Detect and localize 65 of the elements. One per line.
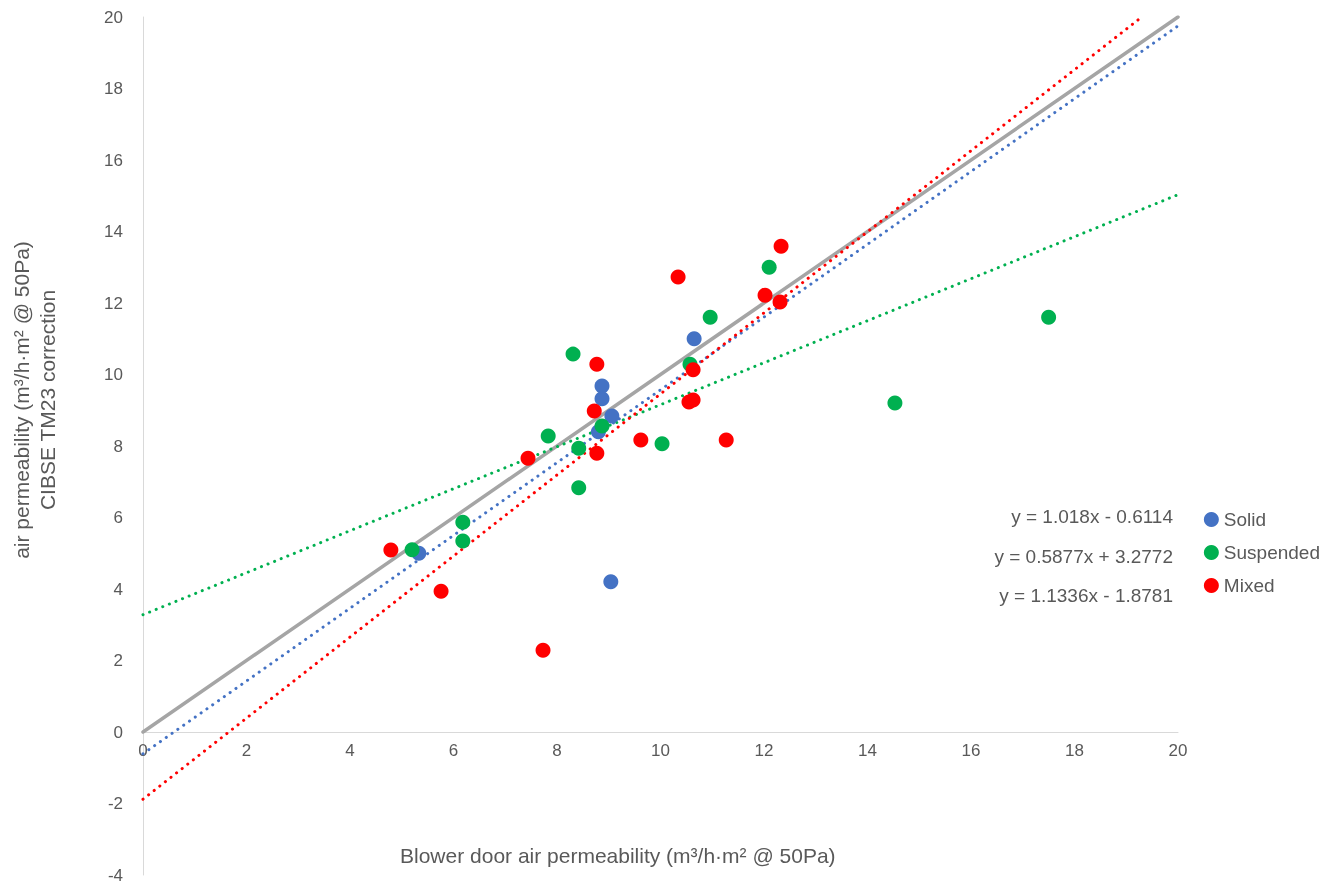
point xyxy=(383,542,399,558)
point xyxy=(670,269,686,285)
x-axis-title: Blower door air permeability (m³/h·m² @ 50Pa) xyxy=(400,844,836,867)
point xyxy=(604,408,620,424)
point xyxy=(685,362,701,378)
point xyxy=(565,346,581,362)
point xyxy=(685,392,701,408)
point xyxy=(718,432,734,448)
point xyxy=(594,418,610,434)
y-tick-label: 0 xyxy=(113,722,123,742)
point xyxy=(761,259,777,275)
x-tick-label: 18 xyxy=(1065,741,1084,760)
point xyxy=(404,542,420,558)
y-tick-label: 20 xyxy=(104,7,123,27)
point xyxy=(1041,309,1057,325)
point xyxy=(535,642,551,658)
x-tick-label: 4 xyxy=(345,741,355,760)
y-tick-label: 8 xyxy=(113,436,123,456)
point xyxy=(773,238,789,254)
y-axis-title: air permeability (m³/h·m² @ 50Pa) CIBSE TM23 correction xyxy=(9,241,59,559)
point xyxy=(633,432,649,448)
annotation: y = 1.018x - 0.6114 xyxy=(1011,506,1174,527)
y-tick-label: 6 xyxy=(113,508,123,527)
point xyxy=(702,309,718,325)
point xyxy=(887,395,903,411)
point xyxy=(686,331,702,347)
legend-label: Suspended xyxy=(1223,542,1321,563)
x-tick-label: 14 xyxy=(858,741,877,760)
point xyxy=(589,445,605,461)
point xyxy=(540,428,556,444)
point xyxy=(654,436,670,452)
y-tick-label: 18 xyxy=(104,79,123,98)
point xyxy=(772,294,788,310)
legend-label: Mixed xyxy=(1223,575,1275,596)
point xyxy=(455,533,471,549)
point xyxy=(594,378,610,394)
point xyxy=(586,403,602,419)
point xyxy=(571,480,587,496)
point xyxy=(594,391,610,407)
point xyxy=(589,356,605,372)
y-tick-label: 10 xyxy=(104,365,123,384)
y-tick-label: -4 xyxy=(107,865,123,885)
y-tick-label: 4 xyxy=(113,579,123,599)
x-tick-label: 12 xyxy=(754,741,774,760)
x-tick-label: 2 xyxy=(241,741,252,760)
point xyxy=(520,450,536,466)
point xyxy=(455,514,471,530)
x-tick-label: 10 xyxy=(651,741,670,760)
y-tick-label: 2 xyxy=(113,651,123,670)
y-tick-label: 12 xyxy=(104,293,123,313)
x-tick-label: 0 xyxy=(138,741,148,760)
point xyxy=(571,440,587,456)
point xyxy=(603,574,619,590)
y-tick-label: 16 xyxy=(104,150,123,170)
x-tick-label: 6 xyxy=(448,741,459,760)
annotation: y = 0.5877x + 3.2772 xyxy=(994,545,1174,567)
annotation: y = 1.1336x - 1.8781 xyxy=(999,585,1173,606)
point xyxy=(433,583,449,599)
legend-label: Solid xyxy=(1223,509,1267,530)
x-tick-label: 20 xyxy=(1168,741,1188,760)
y-tick-label: 14 xyxy=(104,222,123,241)
x-tick-label: 8 xyxy=(552,741,562,760)
point xyxy=(757,287,773,303)
x-tick-label: 16 xyxy=(961,741,981,760)
y-tick-label: -2 xyxy=(107,794,123,813)
